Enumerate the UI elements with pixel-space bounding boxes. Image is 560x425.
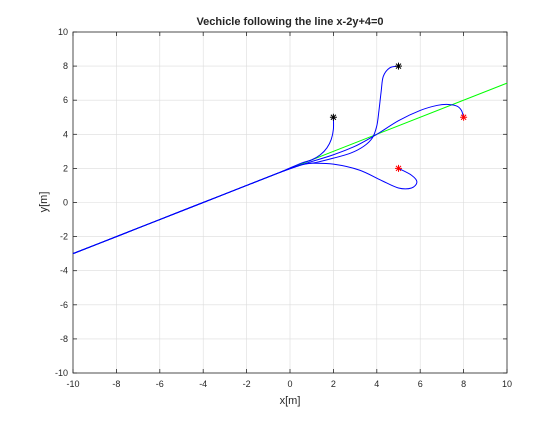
y-tick-label: 6 bbox=[63, 95, 68, 105]
x-tick-label: 10 bbox=[502, 379, 512, 389]
x-tick-label: -4 bbox=[199, 379, 207, 389]
y-tick-label: 8 bbox=[63, 61, 68, 71]
chart-title: Vechicle following the line x-2y+4=0 bbox=[196, 16, 383, 28]
start-marker bbox=[460, 113, 468, 121]
marker-stroke bbox=[460, 114, 467, 121]
y-tick-label: -8 bbox=[60, 334, 68, 344]
y-tick-label: 10 bbox=[58, 27, 68, 37]
ticks: -10 -8 -6 -4 -2 0 2 4 6 8 10 -10 -8 -6 -4 -2 0 2 4 6 8 10 bbox=[55, 27, 512, 389]
x-tick-label: -10 bbox=[66, 379, 79, 389]
y-tick-label: -6 bbox=[60, 300, 68, 310]
x-tick-label: -6 bbox=[156, 379, 164, 389]
y-tick-label: 0 bbox=[63, 198, 68, 208]
y-tick-label: -10 bbox=[55, 368, 68, 378]
marker-stroke bbox=[395, 165, 402, 172]
plot-area bbox=[72, 62, 508, 255]
x-tick-label: 0 bbox=[287, 379, 292, 389]
trajectory-line bbox=[72, 162, 418, 255]
x-tick-label: -2 bbox=[243, 379, 251, 389]
x-tick-label: 8 bbox=[461, 379, 466, 389]
start-marker bbox=[395, 62, 402, 70]
x-tick-label: 6 bbox=[418, 379, 423, 389]
x-axis-label: x[m] bbox=[280, 395, 301, 407]
x-tick-label: 4 bbox=[374, 379, 379, 389]
trajectory-line bbox=[72, 103, 465, 255]
y-tick-label: 4 bbox=[63, 129, 68, 139]
marker-stroke bbox=[330, 114, 337, 121]
x-tick-label: 2 bbox=[331, 379, 336, 389]
y-tick-label: -2 bbox=[60, 232, 68, 242]
x-tick-label: -8 bbox=[112, 379, 120, 389]
trajectory-line bbox=[72, 65, 399, 255]
grid bbox=[72, 31, 508, 374]
start-marker bbox=[329, 113, 337, 121]
y-tick-label: -4 bbox=[60, 266, 68, 276]
y-axis-label: y[m] bbox=[38, 192, 50, 213]
y-tick-label: 2 bbox=[63, 163, 68, 173]
start-marker bbox=[395, 164, 402, 172]
marker-stroke bbox=[395, 63, 402, 69]
